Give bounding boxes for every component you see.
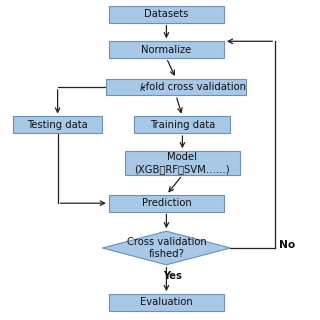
Text: Training data: Training data <box>150 120 215 130</box>
Text: No: No <box>279 240 295 251</box>
FancyBboxPatch shape <box>109 41 224 58</box>
Text: Model
(XGB、RF、SVM……): Model (XGB、RF、SVM……) <box>135 152 230 174</box>
Text: Evaluation: Evaluation <box>140 297 193 308</box>
FancyBboxPatch shape <box>134 116 230 133</box>
Text: -fold cross validation: -fold cross validation <box>140 82 245 92</box>
Polygon shape <box>102 231 230 265</box>
FancyBboxPatch shape <box>106 79 246 95</box>
Text: Yes: Yes <box>164 270 182 281</box>
FancyBboxPatch shape <box>125 151 240 175</box>
FancyBboxPatch shape <box>13 116 102 133</box>
Text: Normalize: Normalize <box>141 44 192 55</box>
Text: Cross validation
fished?: Cross validation fished? <box>126 237 206 259</box>
Text: $k$: $k$ <box>139 81 147 93</box>
Text: Datasets: Datasets <box>144 9 188 20</box>
Text: Testing data: Testing data <box>27 120 88 130</box>
FancyBboxPatch shape <box>109 195 224 212</box>
FancyBboxPatch shape <box>109 294 224 311</box>
FancyBboxPatch shape <box>109 6 224 23</box>
Text: Prediction: Prediction <box>141 198 191 208</box>
